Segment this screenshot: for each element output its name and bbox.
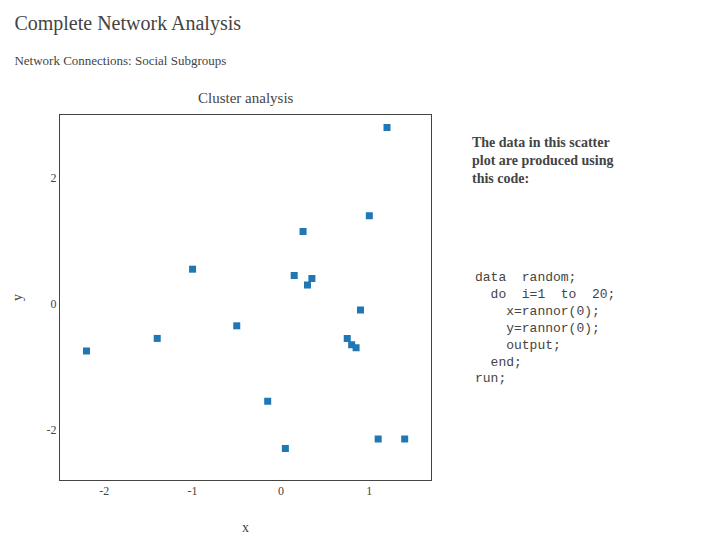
svg-text:-2: -2 [99,484,109,498]
svg-text:-2: -2 [47,423,57,437]
svg-text:data random; do i=1 to 20: data random; do i=1 to 20; x=rannor(0); … [475,270,615,386]
svg-text:0: 0 [278,484,284,498]
svg-text:The data in this scatterplot a: The data in this scatterplot are produce… [472,135,613,186]
svg-text:Cluster analysis: Cluster analysis [198,90,294,106]
svg-text:0: 0 [51,297,57,311]
svg-text:-1: -1 [188,484,198,498]
svg-text:x: x [242,520,249,535]
svg-text:Network Connections: Social Su: Network Connections: Social Subgroups [14,53,226,68]
svg-text:y: y [10,294,25,301]
svg-text:2: 2 [51,171,57,185]
svg-text:Complete Network Analysis: Complete Network Analysis [14,12,241,35]
svg-text:1: 1 [366,484,372,498]
